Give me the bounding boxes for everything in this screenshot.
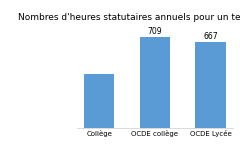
Bar [195, 42, 226, 128]
Text: Nombres d'heures statutaires annuels pour un te: Nombres d'heures statutaires annuels pou… [18, 13, 240, 22]
Text: 709: 709 [148, 27, 162, 36]
Text: 667: 667 [203, 32, 218, 41]
Bar [139, 37, 170, 128]
Bar [84, 74, 114, 128]
